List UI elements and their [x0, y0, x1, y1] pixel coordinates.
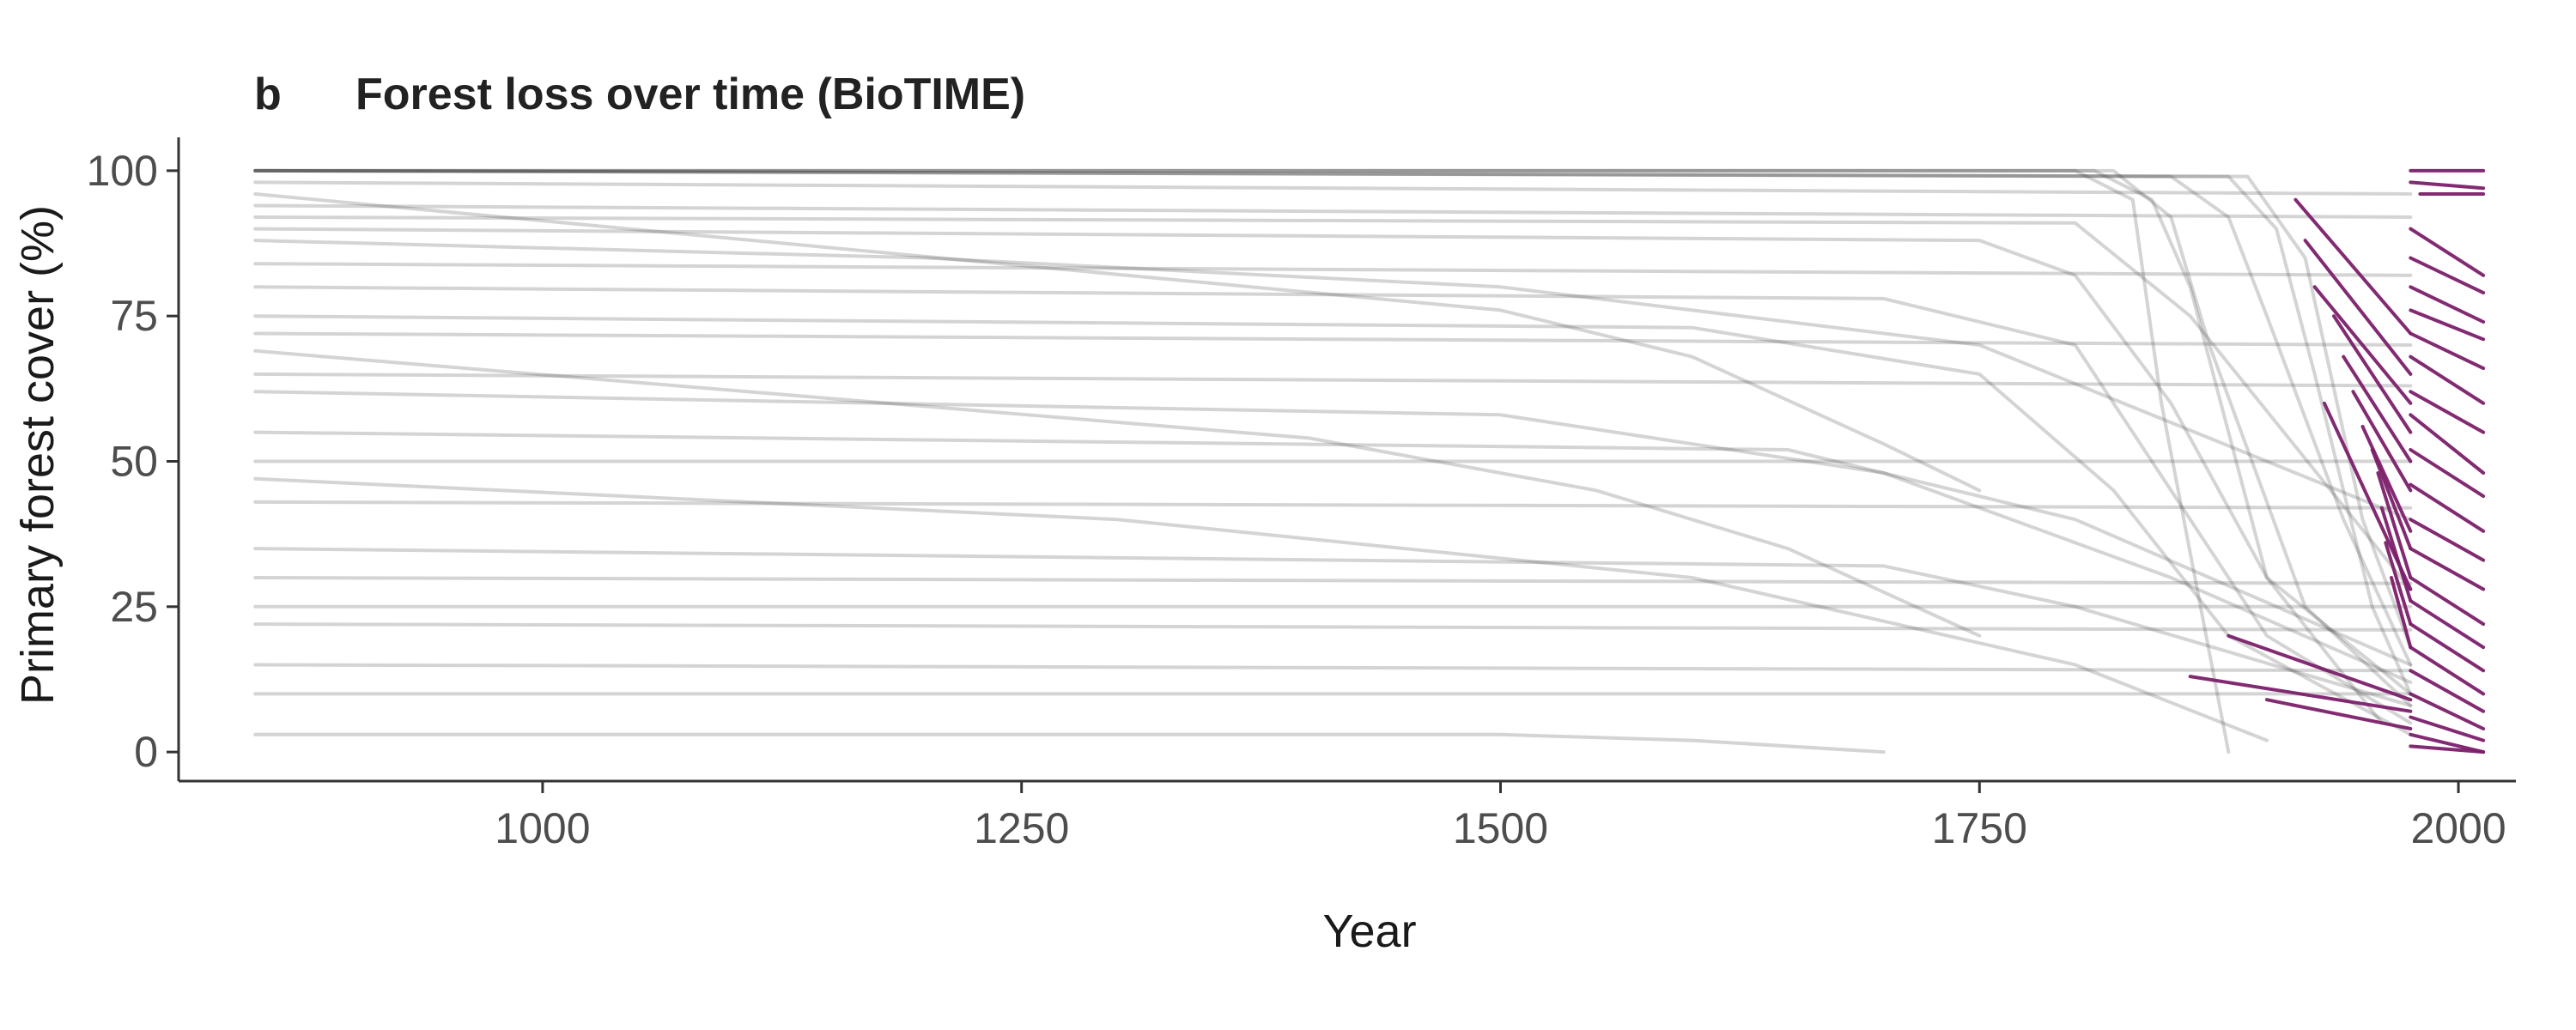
historical-lines-layer	[253, 168, 2413, 754]
recent-line-38	[2409, 732, 2486, 754]
recent-line-36	[2409, 692, 2486, 730]
recent-line-9	[2376, 471, 2413, 579]
recent-line-24	[2409, 354, 2486, 405]
historical-line-22	[253, 203, 2413, 219]
chart-title: Forest loss over time (BioTIME)	[355, 70, 1025, 119]
recent-line-30	[2409, 547, 2486, 591]
y-tick-label-75: 75	[110, 292, 158, 340]
recent-line-15	[2227, 633, 2413, 702]
historical-line-24	[253, 331, 2413, 347]
x-tick-label-1000: 1000	[495, 804, 590, 852]
recent-line-12	[2390, 576, 2413, 650]
x-tick-label-2000: 2000	[2410, 804, 2506, 852]
historical-line-0	[253, 192, 1982, 493]
recent-line-33	[2409, 622, 2486, 673]
recent-line-35	[2409, 669, 2486, 713]
y-tick-label-100: 100	[87, 147, 158, 195]
recent-line-14	[2265, 698, 2413, 730]
historical-line-29	[253, 476, 2269, 742]
recent-line-5	[2351, 390, 2413, 493]
recent-line-20	[2409, 256, 2486, 295]
historical-line-17	[253, 547, 2413, 707]
historical-line-9	[253, 227, 2413, 696]
recent-line-17	[2409, 180, 2486, 191]
historical-line-13	[253, 430, 2413, 667]
x-tick-label-1750: 1750	[1932, 804, 2027, 852]
recent-line-4	[2342, 354, 2413, 464]
recent-line-29	[2409, 518, 2486, 562]
historical-line-16	[253, 500, 2413, 510]
recent-line-34	[2409, 645, 2486, 696]
recent-line-26	[2409, 413, 2486, 475]
recent-line-1	[2303, 239, 2413, 376]
recent-line-2	[2312, 285, 2413, 405]
recent-line-22	[2409, 308, 2486, 342]
recent-line-37	[2409, 715, 2486, 742]
recent-line-11	[2384, 541, 2413, 627]
recent-line-3	[2332, 314, 2413, 434]
historical-line-10	[253, 285, 2413, 725]
historical-line-21	[253, 180, 2413, 196]
historical-line-26	[253, 576, 2413, 585]
y-tick-label-25: 25	[110, 583, 158, 631]
axes-layer: 1000 1250 1500 1750 2000 0 25 50 75 100	[87, 137, 2516, 852]
recent-line-28	[2409, 482, 2486, 533]
historical-line-19	[253, 239, 2413, 522]
recent-line-32	[2409, 599, 2486, 650]
historical-line-18	[253, 390, 2413, 684]
x-axis-title: Year	[1322, 906, 1416, 957]
y-tick-label-50: 50	[110, 438, 158, 486]
historical-line-27	[253, 663, 2413, 673]
recent-line-8	[2370, 448, 2413, 551]
recent-line-27	[2409, 448, 2486, 499]
historical-line-1	[253, 348, 1982, 638]
historical-line-11	[253, 314, 2413, 736]
recent-line-39	[2409, 744, 2486, 754]
historical-line-6	[253, 168, 2413, 667]
recent-line-23	[2409, 331, 2486, 371]
historical-line-15	[253, 622, 2413, 632]
historical-line-7	[253, 168, 2413, 696]
historical-line-3	[253, 168, 2231, 754]
y-tick-label-0: 0	[134, 728, 158, 776]
recent-line-0	[2293, 197, 2413, 336]
recent-line-13	[2188, 675, 2413, 713]
historical-line-4	[253, 168, 2384, 725]
recent-line-10	[2379, 506, 2413, 603]
historical-line-2	[253, 732, 1886, 754]
historical-line-5	[253, 168, 2413, 707]
recent-line-7	[2360, 424, 2413, 533]
recent-line-25	[2409, 390, 2486, 434]
historical-line-8	[253, 168, 2413, 650]
y-axis-title: Primary forest cover (%)	[12, 205, 64, 705]
recent-line-19	[2409, 227, 2486, 277]
recent-lines-layer	[2188, 168, 2486, 754]
historical-line-25	[253, 372, 2413, 388]
recent-line-31	[2409, 576, 2486, 627]
historical-line-23	[253, 262, 2413, 277]
recent-line-21	[2409, 285, 2486, 324]
panel-label: b	[254, 70, 282, 119]
x-tick-label-1250: 1250	[974, 804, 1069, 852]
historical-line-20	[253, 215, 2413, 591]
x-tick-label-1500: 1500	[1453, 804, 1548, 852]
